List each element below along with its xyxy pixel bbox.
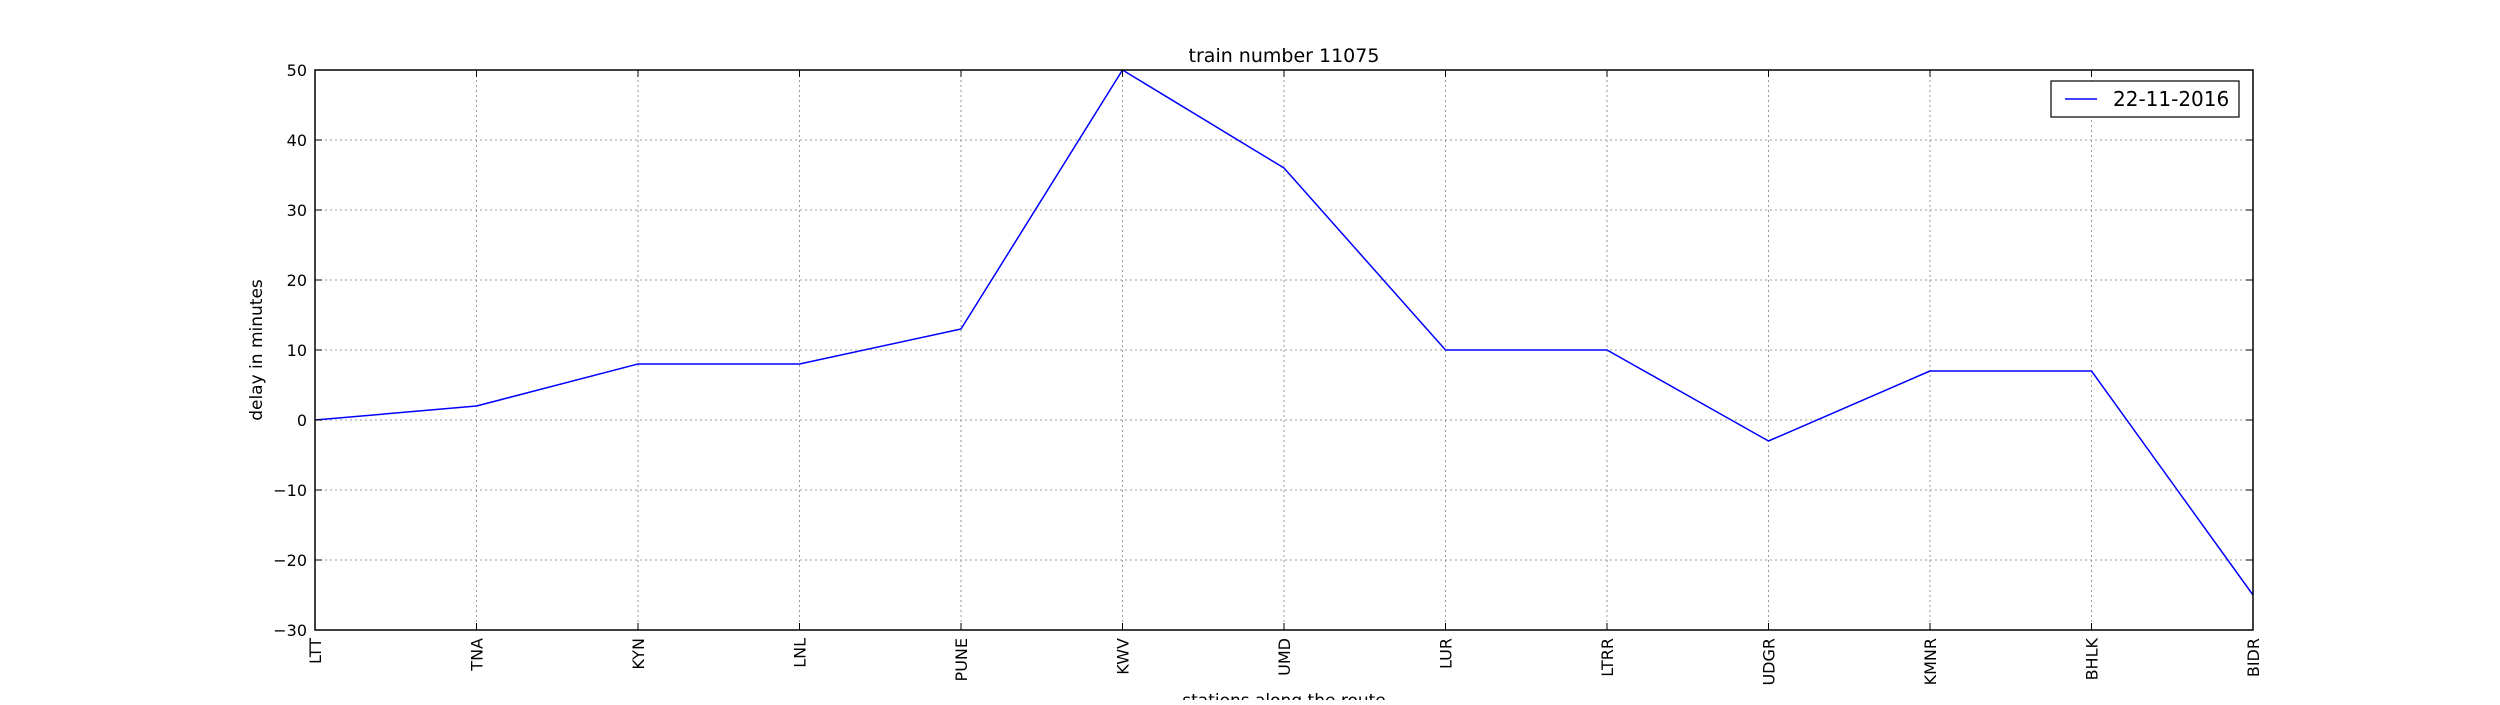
y-axis-label: delay in minutes bbox=[247, 279, 267, 421]
x-tick-label: UMD bbox=[1275, 638, 1294, 676]
x-tick-label: UDGR bbox=[1760, 638, 1779, 686]
x-tick-label: KWV bbox=[1114, 638, 1133, 675]
legend-entry-label: 22-11-2016 bbox=[2113, 87, 2229, 111]
y-tick-label: −20 bbox=[273, 551, 307, 570]
axis-ticks: LTT TNA KYN LNL PUNE KWV UMD LUR LTRR UDGR KMNR BHL… bbox=[273, 61, 2263, 686]
x-tick-label: KYN bbox=[629, 638, 648, 670]
y-tick-label: 40 bbox=[287, 131, 307, 150]
legend: 22-11-2016 bbox=[2050, 80, 2240, 118]
y-tick-label: −10 bbox=[273, 481, 307, 500]
series-line bbox=[314, 69, 2254, 596]
chart-title: train number 11075 bbox=[1189, 45, 1380, 67]
x-tick-label: PUNE bbox=[952, 638, 971, 681]
x-tick-label: KMNR bbox=[1921, 638, 1940, 685]
y-tick-label: −30 bbox=[273, 621, 307, 640]
y-tick-label: 0 bbox=[297, 411, 307, 430]
y-tick-label: 20 bbox=[287, 271, 307, 290]
y-tick-label: 30 bbox=[287, 201, 307, 220]
x-tick-label: BHLK bbox=[2083, 638, 2102, 681]
series-layer bbox=[314, 69, 2254, 596]
x-tick-label: LNL bbox=[791, 638, 810, 668]
x-axis-label: stations along the route bbox=[1182, 691, 1386, 700]
y-tick-label: 10 bbox=[287, 341, 307, 360]
x-tick-label: BIDR bbox=[2244, 638, 2263, 677]
x-tick-label: LUR bbox=[1437, 638, 1456, 669]
y-tick-label: 50 bbox=[287, 61, 307, 80]
x-tick-label: TNA bbox=[468, 638, 487, 672]
x-tick-label: LTRR bbox=[1598, 638, 1617, 677]
x-tick-label: LTT bbox=[306, 638, 325, 664]
